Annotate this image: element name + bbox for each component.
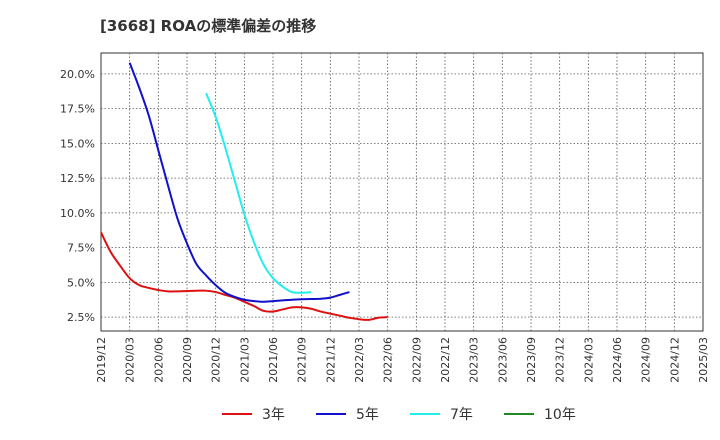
y-tick-label: 20.0% bbox=[60, 68, 95, 81]
legend-label: 3年 bbox=[262, 407, 285, 423]
series-lines bbox=[100, 62, 388, 321]
x-tick-label: 2024/03 bbox=[582, 337, 595, 383]
x-tick-label: 2021/09 bbox=[296, 337, 309, 383]
x-tick-label: 2023/03 bbox=[468, 337, 481, 383]
x-tick-label: 2022/09 bbox=[410, 337, 423, 383]
x-tick-label: 2019/12 bbox=[95, 337, 108, 383]
legend-label: 10年 bbox=[544, 407, 576, 423]
y-tick-label: 12.5% bbox=[60, 172, 95, 185]
x-tick-label: 2020/03 bbox=[124, 337, 137, 383]
y-tick-label: 7.5% bbox=[67, 242, 95, 255]
x-tick-label: 2020/06 bbox=[152, 337, 165, 383]
y-tick-label: 5.0% bbox=[67, 276, 95, 289]
x-tick-label: 2020/12 bbox=[210, 337, 223, 383]
x-tick-label: 2023/09 bbox=[525, 337, 538, 383]
series-line-3年 bbox=[100, 231, 388, 321]
x-axis-ticks: 2019/12 2020/03 2020/06 2020/09 2020/12 2021/… bbox=[95, 337, 710, 383]
x-tick-label: 2024/09 bbox=[640, 337, 653, 383]
y-tick-label: 2.5% bbox=[67, 311, 95, 324]
legend: 3年 5年 7年 10年 bbox=[222, 407, 576, 423]
chart-title: [3668] ROAの標準偏差の推移 bbox=[100, 17, 316, 35]
legend-label: 7年 bbox=[450, 407, 473, 423]
x-tick-label: 2025/03 bbox=[697, 337, 710, 383]
x-tick-label: 2024/12 bbox=[668, 337, 681, 383]
plot-area bbox=[100, 52, 704, 332]
x-tick-label: 2021/12 bbox=[324, 337, 337, 383]
x-tick-label: 2023/06 bbox=[496, 337, 509, 383]
x-tick-label: 2022/06 bbox=[382, 337, 395, 383]
x-tick-label: 2022/12 bbox=[439, 337, 452, 383]
grid bbox=[101, 53, 703, 331]
series-line-5年 bbox=[128, 62, 350, 303]
y-tick-label: 17.5% bbox=[60, 103, 95, 116]
x-tick-label: 2021/06 bbox=[267, 337, 280, 383]
x-tick-label: 2023/12 bbox=[554, 337, 567, 383]
y-tick-label: 10.0% bbox=[60, 207, 95, 220]
y-tick-label: 15.0% bbox=[60, 137, 95, 150]
x-tick-label: 2022/03 bbox=[353, 337, 366, 383]
series-line-7年 bbox=[205, 92, 312, 294]
x-tick-label: 2020/09 bbox=[181, 337, 194, 383]
x-tick-label: 2024/06 bbox=[611, 337, 624, 383]
legend-label: 5年 bbox=[356, 407, 379, 423]
x-tick-label: 2021/03 bbox=[238, 337, 251, 383]
y-axis-ticks: 2.5% 5.0% 7.5% 10.0% 12.5% 15.0% 17.5% 20.0% bbox=[60, 68, 95, 324]
